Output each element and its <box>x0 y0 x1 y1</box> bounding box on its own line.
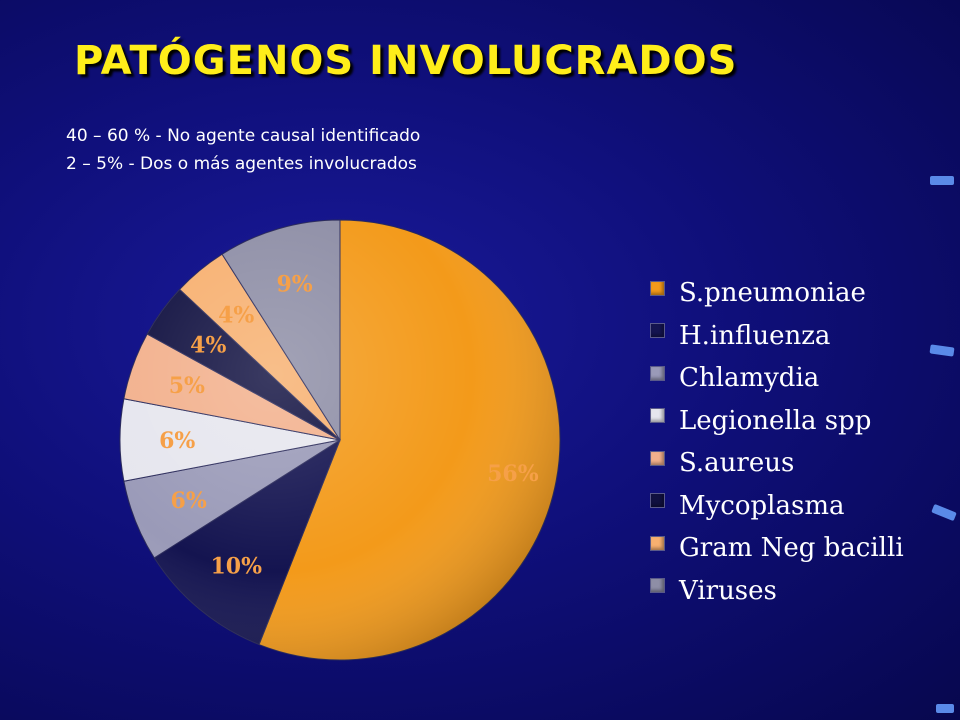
data-label-h-influenza: 10% <box>210 553 262 579</box>
pie-data-labels: 56% 10% 6% 6% 5% 4% 4% 9% <box>159 272 539 580</box>
legend-label: Chlamydia <box>679 363 820 394</box>
note-multiple-agents: 2 – 5% - Dos o más agentes involucrados <box>66 154 417 174</box>
slide-title: PATÓGENOS INVOLUCRADOS <box>74 38 738 84</box>
legend-item: Viruses <box>650 570 904 613</box>
legend-label: S.aureus <box>679 448 795 479</box>
legend-item: Gram Neg bacilli <box>650 527 904 570</box>
legend-item: S.pneumoniae <box>650 272 904 315</box>
legend-swatch <box>650 535 665 551</box>
legend-label: S.pneumoniae <box>679 278 866 309</box>
edge-decoration <box>936 704 954 713</box>
legend-label: Gram Neg bacilli <box>679 533 904 564</box>
legend-swatch <box>650 365 665 381</box>
notes-block: 40 – 60 % - No agente causal identificad… <box>66 122 420 178</box>
data-label-legionella-spp: 6% <box>159 428 195 454</box>
data-label-gram-neg-bacilli: 4% <box>218 303 254 329</box>
data-label-s-pneumoniae: 56% <box>487 461 539 487</box>
legend-swatch <box>650 493 665 509</box>
legend-label: Viruses <box>679 575 777 606</box>
legend-item: S.aureus <box>650 442 904 485</box>
legend-label: Mycoplasma <box>679 490 845 521</box>
legend-label: Legionella spp <box>679 405 872 436</box>
legend-swatch <box>650 323 665 339</box>
legend-swatch <box>650 408 665 424</box>
data-label-mycoplasma: 4% <box>190 332 226 358</box>
data-label-chlamydia: 6% <box>171 488 207 514</box>
legend-swatch <box>650 280 665 296</box>
chart-legend: S.pneumoniae H.influenza Chlamydia Legionel… <box>650 272 904 612</box>
data-label-viruses: 9% <box>276 272 312 298</box>
note-no-agent: 40 – 60 % - No agente causal identificad… <box>66 126 421 146</box>
edge-decoration <box>930 176 954 185</box>
legend-item: H.influenza <box>650 315 904 358</box>
legend-swatch <box>650 450 665 466</box>
legend-item: Chlamydia <box>650 357 904 400</box>
legend-swatch <box>650 578 665 594</box>
data-label-s-aureus: 5% <box>169 373 205 399</box>
legend-label: H.influenza <box>679 320 831 351</box>
legend-item: Legionella spp <box>650 400 904 443</box>
legend-item: Mycoplasma <box>650 485 904 528</box>
